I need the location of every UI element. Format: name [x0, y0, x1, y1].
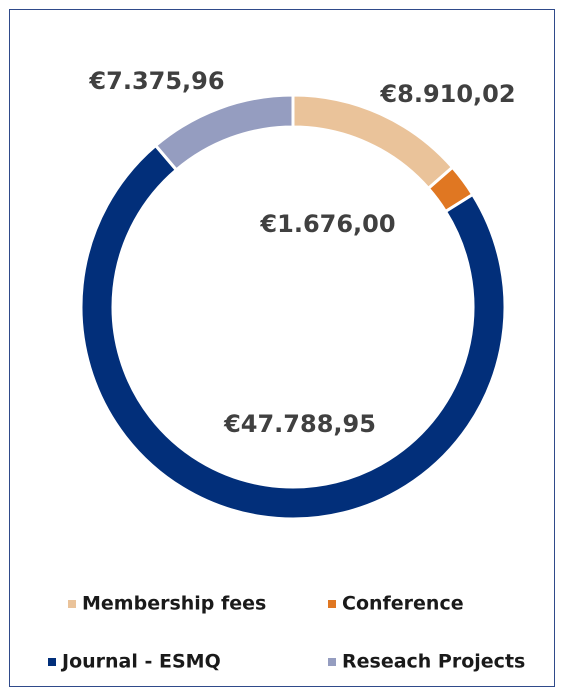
legend-swatch — [48, 658, 56, 666]
legend-label: Membership fees — [82, 593, 266, 615]
legend-label: Journal - ESMQ — [60, 651, 221, 673]
legend-swatch — [328, 600, 336, 608]
donut-segment — [153, 93, 295, 173]
data-label: €47.788,95 — [223, 410, 376, 438]
donut-segment — [291, 93, 455, 191]
frame — [9, 9, 555, 687]
legend-swatch — [68, 600, 76, 608]
data-label: €1.676,00 — [259, 210, 395, 238]
legend-swatch — [328, 658, 336, 666]
donut-segment — [79, 143, 507, 521]
legend-label: Reseach Projects — [342, 651, 525, 673]
legend-label: Conference — [342, 593, 464, 615]
data-label: €7.375,96 — [88, 67, 224, 95]
data-label: €8.910,02 — [379, 80, 515, 108]
